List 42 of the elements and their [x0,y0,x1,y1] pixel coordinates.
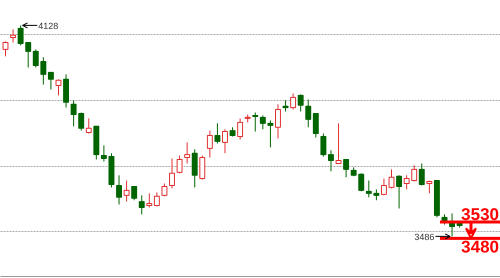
candlestick [290,92,296,110]
candlestick [298,94,304,112]
candlestick [2,41,8,57]
candlestick [404,174,410,190]
candlestick [10,28,16,43]
candlestick [138,194,145,215]
candlestick [230,126,236,137]
candlestick [358,172,364,192]
candlestick [116,174,122,206]
ref-line-label: 3480 [461,237,499,256]
candlestick [184,142,190,164]
candlestick [282,100,289,112]
candlestick [275,104,281,139]
candlestick [199,155,206,180]
candlestick [426,180,432,194]
candlestick [396,174,402,209]
candlestick [86,118,92,134]
candlestick [206,130,213,158]
candlestick [312,112,319,138]
annotation: 4128 [38,20,58,31]
ref-line-label: 3530 [461,204,499,224]
candlestick [192,148,198,188]
candlestick [343,159,350,178]
candlestick [161,182,168,197]
candlestick [305,98,312,128]
annotation: 3486 [414,232,434,242]
candlestick [63,74,70,108]
candlestick [124,180,130,202]
candlestick [222,128,228,154]
candlestick [252,112,258,132]
candlestick [418,162,425,186]
candlestick [411,164,418,182]
candlestick [32,48,39,68]
candlestick [131,186,138,201]
candlestick [320,133,326,158]
candlestick [336,122,342,164]
candlestick [169,158,175,189]
candlestick [56,78,62,96]
candlestick [237,118,244,140]
candlestick [214,122,220,144]
candlestick [176,155,183,174]
candlestick [328,150,334,172]
